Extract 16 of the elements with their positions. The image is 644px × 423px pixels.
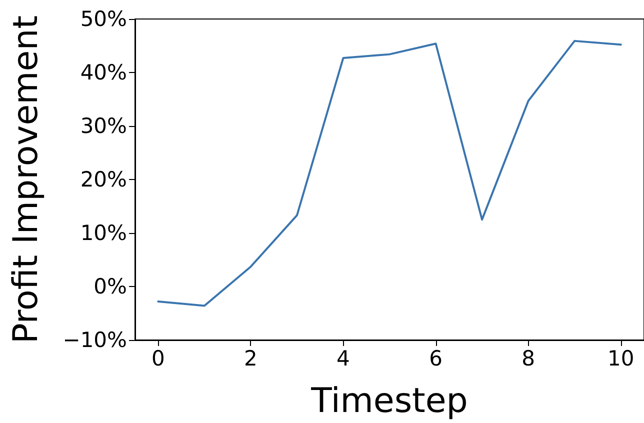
y-tick-label: 10% — [80, 221, 127, 245]
x-tick-label: 6 — [429, 346, 442, 370]
y-tick-label: 40% — [80, 60, 127, 84]
x-tick-label: 10 — [607, 346, 634, 370]
y-tick-label: −10% — [62, 328, 127, 352]
x-tick-label: 2 — [244, 346, 258, 370]
x-tick-label: 8 — [522, 346, 536, 370]
line-series — [157, 40, 622, 307]
x-axis-title: Timestep — [310, 381, 468, 421]
x-tick-label: 4 — [336, 346, 350, 370]
y-tick-label: 0% — [94, 274, 127, 298]
y-tick-label: 20% — [80, 168, 127, 192]
y-axis-title: Profit Improvement — [6, 15, 46, 344]
x-tick-label: 0 — [151, 346, 165, 370]
y-tick-label: 30% — [80, 114, 127, 138]
y-tick-label: 50% — [80, 7, 127, 31]
